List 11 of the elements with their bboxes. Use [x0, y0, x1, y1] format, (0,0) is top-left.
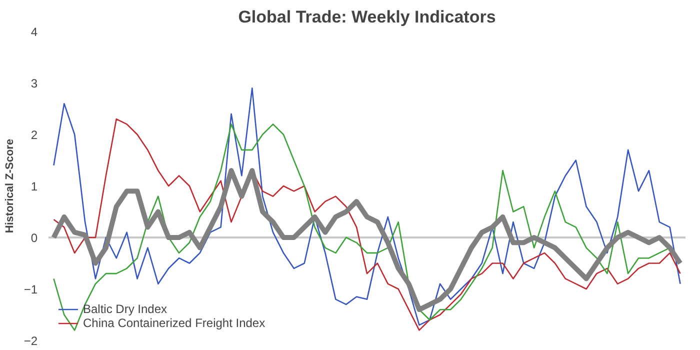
y-tick-label: 3 — [30, 76, 38, 90]
y-tick-label: −2 — [24, 334, 38, 348]
y-tick-label: 4 — [30, 25, 38, 39]
y-tick-label: 2 — [30, 128, 38, 142]
y-tick-label: 1 — [30, 180, 38, 194]
legend-label: Baltic Dry Index — [83, 302, 168, 316]
chart-title: Global Trade: Weekly Indicators — [238, 8, 496, 26]
y-axis-title: Historical Z-Score — [4, 138, 16, 234]
legend-label: China Containerized Freight Index — [83, 316, 266, 330]
y-tick-label: −1 — [24, 282, 38, 296]
y-tick-label: 0 — [30, 231, 38, 245]
